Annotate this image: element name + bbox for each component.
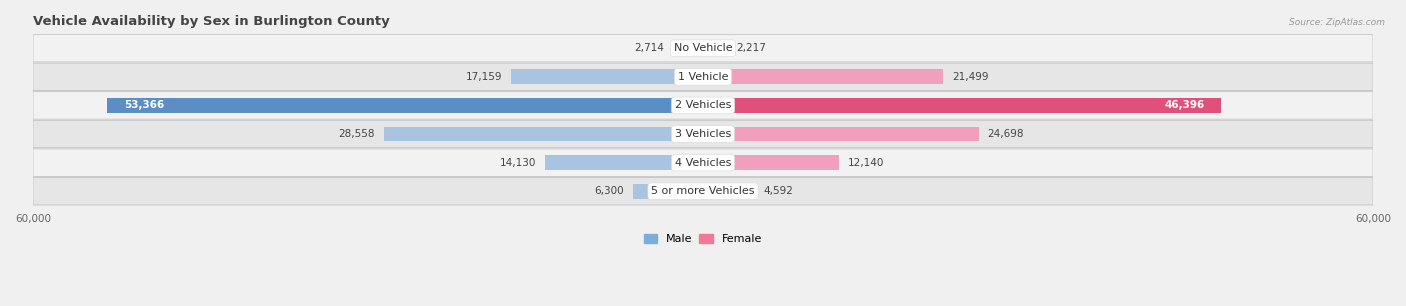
Text: 53,366: 53,366 <box>124 100 165 110</box>
Bar <box>703 41 728 56</box>
Bar <box>703 155 838 170</box>
Text: 17,159: 17,159 <box>465 72 502 82</box>
Text: 4 Vehicles: 4 Vehicles <box>675 158 731 168</box>
Text: 5 or more Vehicles: 5 or more Vehicles <box>651 186 755 196</box>
Bar <box>703 127 979 141</box>
Text: 1 Vehicle: 1 Vehicle <box>678 72 728 82</box>
Text: Source: ZipAtlas.com: Source: ZipAtlas.com <box>1289 18 1385 27</box>
FancyBboxPatch shape <box>32 63 1374 91</box>
Text: Vehicle Availability by Sex in Burlington County: Vehicle Availability by Sex in Burlingto… <box>32 15 389 28</box>
Text: 4,592: 4,592 <box>763 186 793 196</box>
Bar <box>703 184 754 199</box>
Text: 28,558: 28,558 <box>339 129 375 139</box>
Text: 2 Vehicles: 2 Vehicles <box>675 100 731 110</box>
FancyBboxPatch shape <box>32 149 1374 176</box>
Bar <box>672 41 703 56</box>
Text: 2,217: 2,217 <box>737 43 766 53</box>
Text: 24,698: 24,698 <box>988 129 1024 139</box>
Bar <box>512 69 703 84</box>
Text: 12,140: 12,140 <box>848 158 884 168</box>
FancyBboxPatch shape <box>32 177 1374 205</box>
Text: 3 Vehicles: 3 Vehicles <box>675 129 731 139</box>
FancyBboxPatch shape <box>32 92 1374 119</box>
Bar <box>384 127 703 141</box>
Text: 46,396: 46,396 <box>1164 100 1205 110</box>
Text: 21,499: 21,499 <box>952 72 988 82</box>
Text: No Vehicle: No Vehicle <box>673 43 733 53</box>
Bar <box>546 155 703 170</box>
Text: 14,130: 14,130 <box>501 158 536 168</box>
Bar <box>703 98 1220 113</box>
Legend: Male, Female: Male, Female <box>640 230 766 249</box>
Text: 2,714: 2,714 <box>634 43 664 53</box>
Bar <box>703 69 943 84</box>
Bar <box>107 98 703 113</box>
Bar <box>633 184 703 199</box>
Text: 6,300: 6,300 <box>595 186 624 196</box>
FancyBboxPatch shape <box>32 120 1374 148</box>
FancyBboxPatch shape <box>32 35 1374 62</box>
